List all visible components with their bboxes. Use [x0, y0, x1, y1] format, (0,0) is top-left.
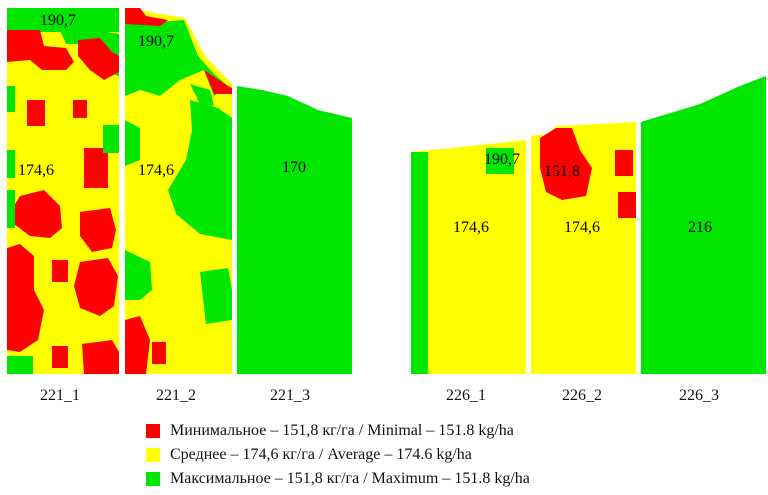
- plot-221-2-minimal-zone-edge: [204, 70, 232, 94]
- plot-221-3-maximum-zone: [237, 86, 352, 374]
- plot-226-1-maximum-patch: [486, 148, 514, 174]
- plot-221-2-minimal-zone-bottom: [125, 316, 150, 374]
- plot-221-2-minimal-patch: [152, 342, 166, 364]
- plot-226-3-maximum-zone: [641, 76, 766, 374]
- legend: Минимальное – 151,8 кг/га / Minimal – 15…: [146, 419, 530, 491]
- plot-label-221-3: 221_3: [270, 387, 310, 404]
- plot-226-2-minimal-patch-a: [615, 150, 633, 176]
- plot-221-2-avg-value: 174,6: [138, 162, 174, 179]
- plot-221-2-max-value: 190,7: [138, 33, 174, 50]
- plot-221-2-minimal-zone-top: [125, 8, 168, 26]
- legend-text-maximum: Максимальное – 151,8 кг/га / Maximum – 1…: [170, 470, 530, 487]
- plot-label-221-2: 221_2: [156, 387, 196, 404]
- plot-221-1-minimal-patch-f: [52, 260, 68, 282]
- legend-swatch-average: [146, 448, 160, 462]
- plot-label-226-3: 226_3: [679, 387, 719, 404]
- plot-221-1-minimal-patch-h: [74, 258, 118, 316]
- plot-226-2: [531, 122, 636, 374]
- plot-221-1-minimal-patch-e: [80, 208, 116, 252]
- plot-221-1-maximum-zone-right: [7, 8, 119, 76]
- plot-221-1-minimal-zone-top-right: [78, 38, 119, 80]
- plot-221-2-maximum-zone-left-2: [125, 250, 152, 300]
- plot-221-1-minimal-zone-top: [7, 30, 74, 70]
- plot-221-3-value: 170: [282, 159, 306, 176]
- plot-221-2: [125, 8, 232, 374]
- plot-221-2-maximum-zone-right: [168, 100, 232, 240]
- legend-text-average: Среднее – 174,6 кг/га / Average – 174.6 …: [170, 446, 472, 463]
- plot-221-1-avg-value: 174,6: [18, 162, 54, 179]
- plot-221-1-minimal-patch-j: [52, 346, 68, 368]
- plot-label-226-1: 226_1: [446, 387, 486, 404]
- legend-item-average: Среднее – 174,6 кг/га / Average – 174.6 …: [146, 443, 530, 467]
- plot-label-221-1: 221_1: [40, 387, 80, 404]
- plot-221-2-maximum-zone-right-2: [200, 268, 232, 324]
- plot-226-1-avg-value: 174,6: [453, 219, 489, 236]
- plot-label-226-2: 226_2: [562, 387, 602, 404]
- plot-221-1-minimal-patch-i: [82, 340, 119, 374]
- plot-221-1-maximum-patch: [103, 125, 119, 153]
- plot-226-1-max-value: 190,7: [484, 151, 520, 168]
- plot-226-2-minimal-patch-b: [618, 192, 636, 218]
- plot-221-1-maximum-zone-left-3: [7, 190, 15, 228]
- plot-226-2-avg-value: 174,6: [564, 219, 600, 236]
- plot-226-3-value: 216: [688, 219, 712, 236]
- plot-221-2-maximum-zone-top: [125, 20, 228, 96]
- plot-221-1-maximum-zone-left: [7, 86, 15, 112]
- plot-221-2-maximum-zone-left: [125, 120, 140, 166]
- legend-text-minimal: Минимальное – 151,8 кг/га / Minimal – 15…: [170, 422, 514, 439]
- plot-221-1-minimal-patch-a: [27, 100, 45, 126]
- plot-221-1-max-value: 190,7: [40, 12, 76, 29]
- legend-item-minimal: Минимальное – 151,8 кг/га / Minimal – 15…: [146, 419, 530, 443]
- legend-swatch-minimal: [146, 424, 160, 438]
- plot-226-1-maximum-zone-left: [411, 152, 428, 374]
- legend-swatch-maximum: [146, 472, 160, 486]
- plot-221-1-minimal-patch-c: [84, 148, 108, 188]
- plot-221-2-maximum-patch-edge: [190, 84, 214, 106]
- plot-221-1: [7, 8, 119, 374]
- plot-226-2-min-value: 151,8: [544, 163, 580, 180]
- plot-221-1-maximum-zone-bottom: [7, 356, 33, 374]
- plot-226-1: [411, 140, 526, 374]
- plot-221-1-minimal-patch-g: [7, 244, 44, 352]
- plot-226-1-average-zone: [411, 140, 526, 374]
- plot-221-1-maximum-zone-left-2: [7, 150, 15, 178]
- plot-221-1-minimal-patch-b: [73, 100, 87, 118]
- plot-226-2-minimal-zone: [540, 128, 592, 200]
- legend-item-maximum: Максимальное – 151,8 кг/га / Maximum – 1…: [146, 467, 530, 491]
- plot-221-1-minimal-patch-d: [14, 190, 62, 238]
